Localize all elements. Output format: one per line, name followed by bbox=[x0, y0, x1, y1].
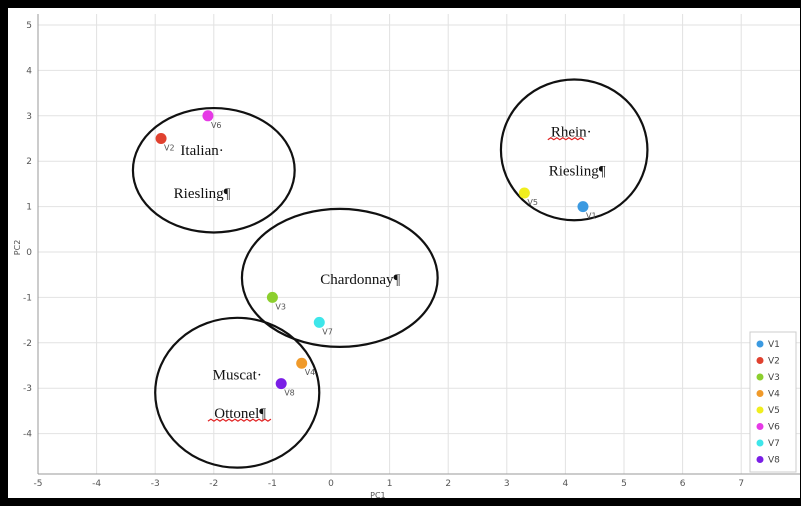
x-tick-label: 5 bbox=[621, 479, 627, 489]
x-tick-label: 3 bbox=[504, 479, 510, 489]
group-ellipse bbox=[154, 316, 321, 469]
legend-marker bbox=[756, 423, 764, 430]
group-label: Muscat· bbox=[213, 368, 262, 384]
x-tick-label: 6 bbox=[680, 479, 686, 489]
group-label: Chardonnay¶ bbox=[320, 272, 400, 288]
point-label: V6 bbox=[211, 121, 222, 130]
legend-entry: V6 bbox=[768, 423, 780, 433]
point-label: V4 bbox=[305, 368, 316, 377]
group-label: Ottonel¶ bbox=[214, 406, 266, 422]
x-axis-label: PC1 bbox=[370, 491, 386, 498]
point-label: V7 bbox=[322, 327, 333, 336]
legend-box bbox=[749, 331, 797, 473]
group-label: Riesling¶ bbox=[549, 163, 606, 179]
data-point-v6 bbox=[202, 110, 214, 122]
y-axis-label: PC2 bbox=[13, 240, 22, 256]
data-point-v8 bbox=[275, 378, 287, 390]
y-tick-label: 3 bbox=[26, 112, 32, 122]
y-tick-label: 2 bbox=[26, 157, 32, 167]
legend-marker bbox=[756, 456, 764, 463]
grid bbox=[37, 14, 800, 474]
pca-scatter-plot: -5 -4 -3 -2 -1 0 1 2 3 4 5 6 7 -4 -3 -2 -1 0 1 2 3 4 5 PC1 PC2 V1… bbox=[8, 8, 800, 498]
x-tick-label: -4 bbox=[92, 479, 101, 489]
spellcheck-underline bbox=[207, 418, 272, 422]
data-point-v3 bbox=[266, 291, 278, 303]
x-tick-label: 0 bbox=[328, 479, 334, 489]
legend-entry: V1 bbox=[768, 340, 780, 350]
group-label: Riesling¶ bbox=[174, 186, 231, 202]
y-tick-label: -2 bbox=[23, 339, 32, 349]
group-label: Italian· bbox=[180, 143, 223, 159]
chart-background bbox=[8, 8, 800, 498]
point-label: V8 bbox=[284, 389, 295, 398]
y-tick-label: -4 bbox=[23, 430, 32, 440]
group-ellipse bbox=[240, 207, 439, 348]
y-tick-label: 0 bbox=[26, 248, 32, 258]
legend-entry: V5 bbox=[768, 406, 780, 416]
x-tick-label: 7 bbox=[738, 479, 744, 489]
legend-marker bbox=[756, 357, 764, 364]
legend-marker bbox=[756, 439, 764, 447]
group-ellipse bbox=[499, 78, 649, 222]
y-tick-label: -1 bbox=[23, 293, 32, 303]
legend-entry: V3 bbox=[768, 373, 780, 383]
legend-marker bbox=[756, 340, 764, 348]
group-label: Rhein· bbox=[551, 125, 592, 141]
x-tick-label: 2 bbox=[445, 479, 451, 489]
data-point-v7 bbox=[313, 316, 325, 328]
x-tick-label: 4 bbox=[563, 479, 569, 489]
y-tick-label: 5 bbox=[26, 21, 32, 31]
spellcheck-underline bbox=[547, 136, 585, 141]
point-label: V1 bbox=[586, 212, 597, 221]
point-label: V2 bbox=[164, 144, 175, 153]
legend-marker bbox=[756, 373, 764, 381]
x-tick-label: -1 bbox=[268, 479, 277, 489]
x-tick-label: -3 bbox=[151, 479, 160, 489]
y-tick-label: -3 bbox=[23, 384, 32, 394]
x-tick-label: 1 bbox=[387, 479, 393, 489]
legend-marker bbox=[756, 390, 764, 397]
point-label: V3 bbox=[275, 302, 286, 311]
legend-entry: V4 bbox=[768, 390, 780, 400]
group-ellipse bbox=[131, 106, 296, 234]
legend-entry: V8 bbox=[768, 456, 780, 466]
legend-entry: V2 bbox=[768, 357, 780, 367]
data-point-v1 bbox=[577, 201, 589, 213]
x-tick-label: -2 bbox=[209, 479, 218, 489]
data-point-v4 bbox=[296, 357, 308, 369]
data-point-v2 bbox=[155, 133, 167, 144]
legend-entry: V7 bbox=[768, 439, 780, 449]
point-label: V5 bbox=[527, 198, 538, 207]
data-point-v5 bbox=[518, 187, 530, 199]
legend-marker bbox=[756, 406, 764, 414]
y-tick-label: 1 bbox=[26, 203, 32, 213]
x-tick-label: -5 bbox=[34, 479, 43, 489]
y-tick-label: 4 bbox=[26, 66, 32, 76]
